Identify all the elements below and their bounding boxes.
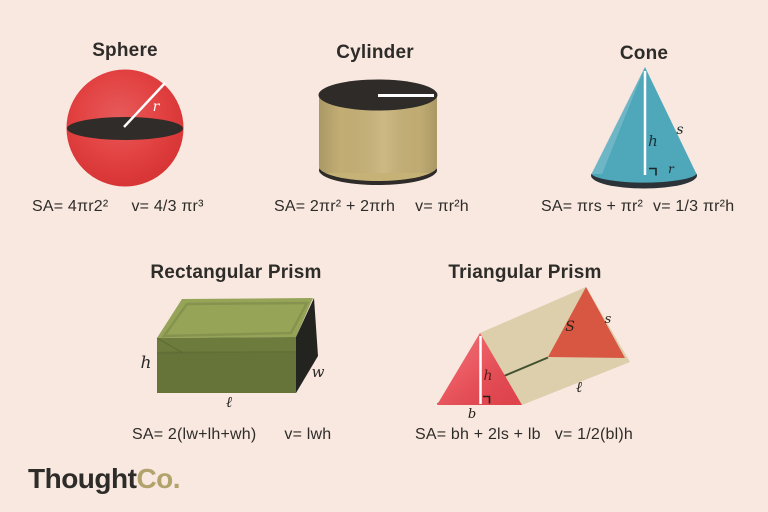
triangular-prism-drawing: h b S s ℓ — [437, 287, 630, 422]
triangular-prism-title: Triangular Prism — [448, 262, 602, 283]
cone-slant-label: s — [676, 122, 683, 138]
cone-title: Cone — [619, 43, 669, 64]
rectangular-prism-volume-formula: v= lwh — [284, 426, 332, 443]
tri-prism-side-label-far: S — [565, 319, 575, 335]
logo-text-primary: Thought — [28, 463, 137, 494]
rect-prism-length-label: ℓ — [226, 393, 232, 411]
cylinder-title: Cylinder — [336, 42, 414, 63]
cone-surface-area-formula: SA= πrs + πr² — [541, 198, 644, 215]
triangular-prism-surface-area-formula: SA= bh + 2ls + lb — [415, 426, 541, 443]
rectangular-prism-surface-area-formula: SA= 2(lw+lh+wh) — [132, 426, 257, 443]
cone-radius-label: r — [668, 162, 675, 176]
rect-prism-top-face — [157, 298, 313, 338]
rect-prism-width-label: w — [312, 363, 325, 381]
tri-prism-rear-face — [548, 287, 625, 358]
tri-prism-base-label: b — [468, 407, 476, 422]
rect-prism-front-shade — [157, 353, 296, 393]
cone-volume-formula: v= 1/3 πr²h — [653, 198, 735, 215]
sphere-volume-formula: v= 4/3 πr³ — [131, 198, 204, 215]
tri-prism-side-label-near: s — [605, 312, 612, 327]
rect-prism-side-face — [296, 298, 318, 393]
rectangular-prism-formulas: SA= 2(lw+lh+wh) v= lwh — [132, 426, 331, 444]
cylinder-drawing — [318, 79, 438, 185]
sphere-radius-label: r — [153, 99, 161, 115]
tri-prism-length-label: ℓ — [576, 378, 582, 396]
sphere-equator-ellipse — [67, 117, 183, 140]
sphere-formulas: SA= 4πr2² v= 4/3 πr³ — [32, 198, 204, 216]
cylinder-volume-formula: v= πr²h — [415, 198, 469, 215]
rect-prism-height-label: h — [141, 353, 152, 373]
rect-prism-inner-edge-line — [156, 337, 183, 354]
tri-prism-right-angle-mark — [483, 395, 491, 404]
sphere-surface-area-formula: SA= 4πr2² — [32, 198, 109, 215]
tri-prism-height-label: h — [483, 368, 492, 384]
triangular-prism-formulas: SA= bh + 2ls + lb v= 1/2(bl)h — [415, 426, 633, 444]
cone-edge-highlight — [591, 67, 645, 174]
rect-prism-top-rim — [161, 301, 310, 338]
thoughtco-logo: ThoughtCo. — [28, 463, 181, 495]
logo-text-secondary: Co. — [136, 463, 181, 494]
cylinder-formulas: SA= 2πr² + 2πrh v= πr²h — [274, 198, 469, 216]
cone-drawing: h s r — [591, 67, 697, 189]
cylinder-surface-area-formula: SA= 2πr² + 2πrh — [274, 198, 396, 215]
cone-height-label: h — [648, 132, 658, 150]
rect-prism-front-edge-line — [156, 351, 297, 354]
rectangular-prism-title: Rectangular Prism — [150, 262, 322, 283]
sphere-title: Sphere — [92, 40, 158, 61]
sphere-radius-line — [123, 82, 166, 128]
cone-formulas: SA= πrs + πr² v= 1/3 πr²h — [541, 198, 734, 216]
rect-prism-front-face — [157, 337, 296, 393]
sphere-drawing: r — [66, 69, 184, 187]
triangular-prism-volume-formula: v= 1/2(bl)h — [554, 426, 633, 443]
rectangular-prism-drawing: h w ℓ — [141, 298, 325, 411]
cone-right-angle-mark — [649, 167, 657, 176]
